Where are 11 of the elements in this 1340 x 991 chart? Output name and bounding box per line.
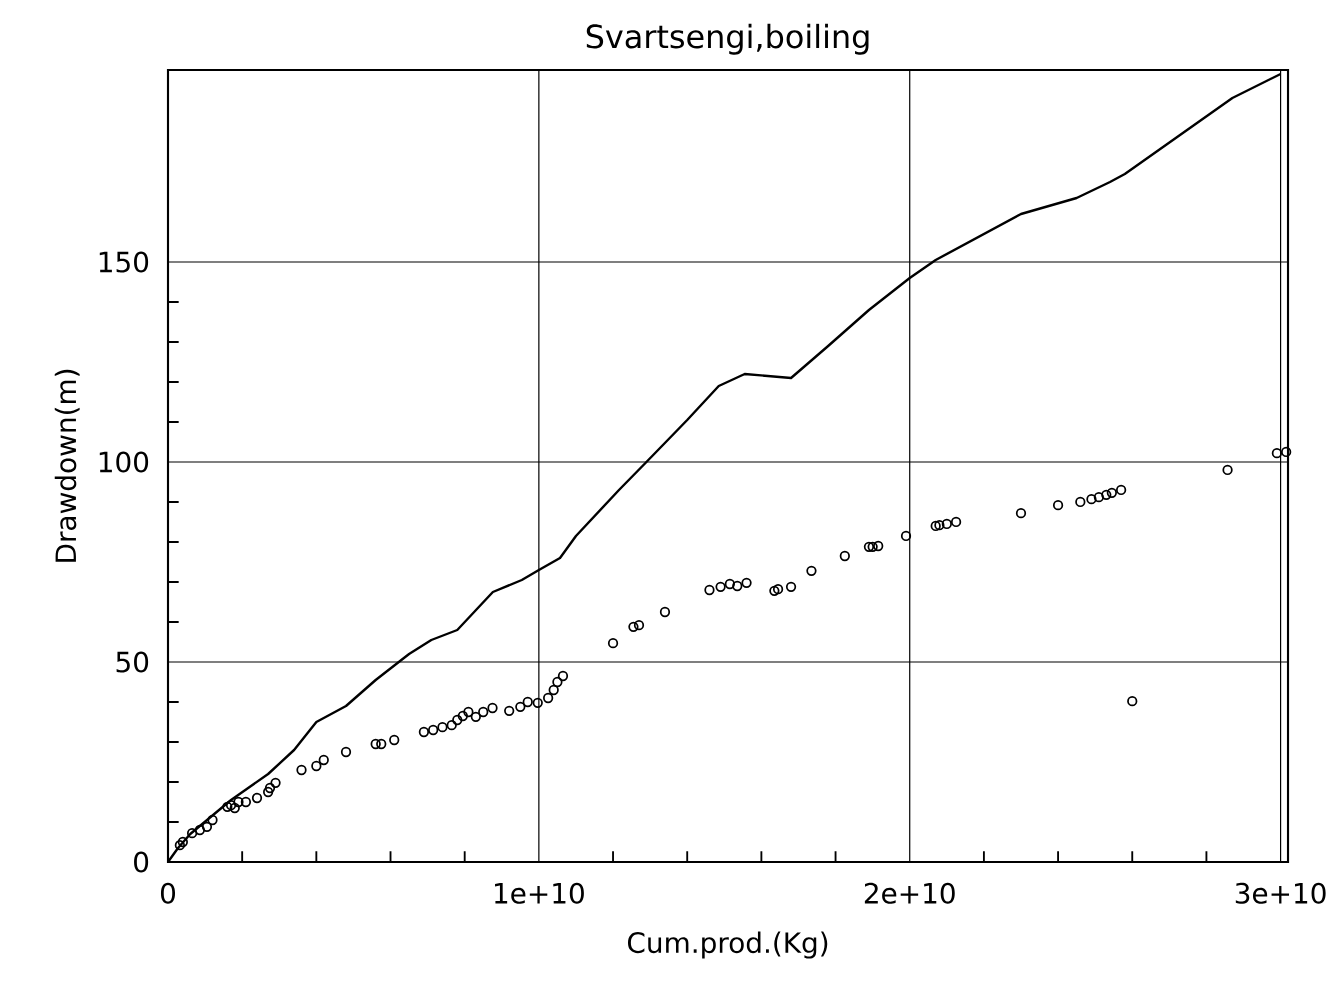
- x-tick-label: 2e+10: [864, 882, 955, 904]
- x-axis-title: Cum.prod.(Kg): [627, 931, 828, 959]
- y-tick-label: 50: [116, 651, 149, 673]
- chart-title: Svartsengi,boiling: [586, 23, 869, 55]
- y-tick-label: 150: [99, 251, 149, 273]
- y-tick-label: 0: [134, 851, 149, 873]
- x-tick-label: 3e+10: [1235, 882, 1326, 904]
- y-axis-title: Drawdown(m): [54, 369, 80, 562]
- x-tick-label: 1e+10: [495, 882, 584, 904]
- x-tick-label: 0: [160, 882, 176, 904]
- y-tick-label: 100: [99, 451, 149, 473]
